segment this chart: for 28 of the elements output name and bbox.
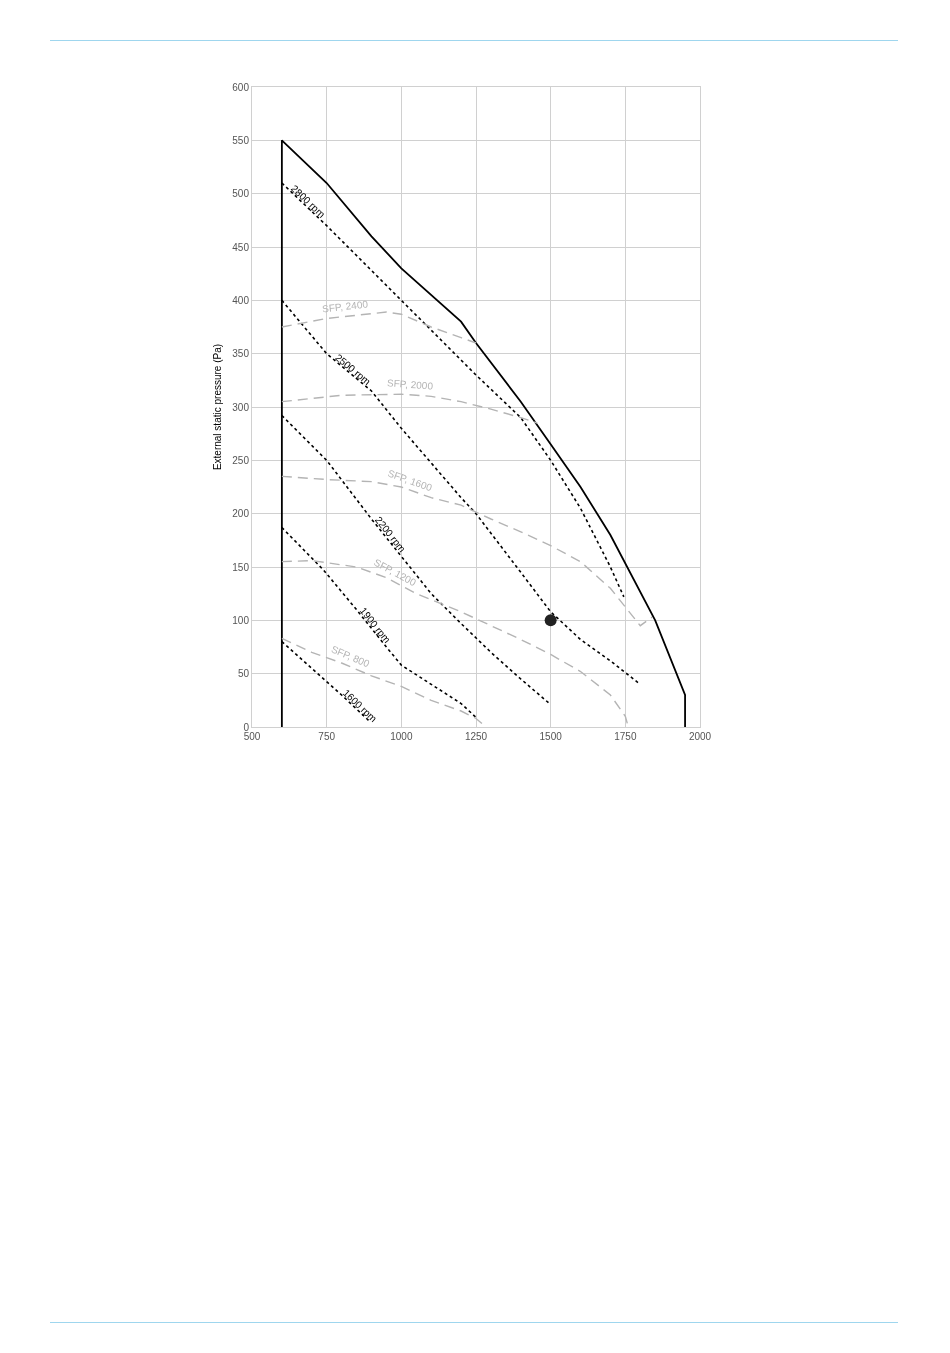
x-tick-label: 1250 (464, 731, 488, 742)
y-tick-label: 600 (232, 81, 250, 93)
line-series (280, 139, 686, 727)
text: SFP, 1200 (372, 556, 419, 589)
y-tick-label: 50 (237, 668, 250, 680)
y-tick-label: 450 (232, 241, 250, 253)
y-tick-label: 500 (232, 188, 250, 200)
line-series (281, 393, 538, 424)
y-tick-label: 150 (232, 561, 250, 573)
text: SFP, 1600 (386, 467, 434, 494)
y-tick-label: 200 (232, 508, 250, 520)
y-tick-label: 100 (232, 614, 250, 626)
y-tick-label: 300 (232, 401, 250, 413)
x-tick-label: 1000 (390, 731, 413, 742)
series-label: SFP, 2000 (386, 377, 434, 392)
x-tick-label: 1500 (539, 731, 563, 742)
y-tick-label: 0 (243, 721, 250, 733)
x-tick-label: 750 (318, 731, 336, 742)
y-tick-label: 250 (232, 454, 250, 466)
text: SFP, 2400 (321, 298, 369, 315)
line-series (281, 311, 477, 344)
y-tick-label: 550 (232, 134, 250, 146)
text: SFP, 800 (329, 643, 372, 670)
x-tick-label: 1750 (614, 731, 637, 742)
x-tick-label: 2000 (688, 731, 712, 742)
y-tick-label: 350 (232, 348, 250, 360)
y-axis-title: External static pressure (Pa) (212, 343, 224, 471)
y-tick-label: 400 (232, 294, 250, 306)
